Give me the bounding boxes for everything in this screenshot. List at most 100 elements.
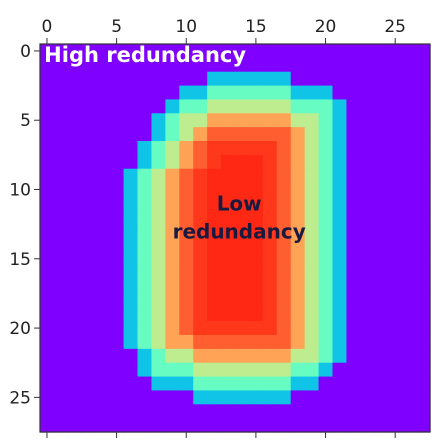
heatmap-cell bbox=[262, 44, 278, 59]
heatmap-cell bbox=[304, 376, 320, 392]
heatmap-cell bbox=[40, 71, 55, 87]
heatmap-cell bbox=[235, 113, 250, 128]
heatmap-cell bbox=[95, 224, 111, 239]
heatmap-cell bbox=[290, 238, 306, 253]
heatmap-cell bbox=[109, 362, 125, 378]
heatmap-cell bbox=[53, 196, 69, 211]
heatmap-cell bbox=[262, 141, 278, 156]
heatmap-cell bbox=[40, 99, 55, 114]
heatmap-cell bbox=[67, 265, 83, 281]
heatmap-cell bbox=[332, 418, 348, 433]
heatmap-cell bbox=[67, 224, 83, 239]
heatmap-cell bbox=[360, 348, 375, 364]
heatmap-cell bbox=[332, 224, 348, 239]
heatmap-cell bbox=[304, 168, 320, 184]
heatmap-cell bbox=[193, 390, 208, 405]
heatmap-cell bbox=[388, 279, 403, 295]
heatmap-cell bbox=[151, 85, 166, 101]
heatmap-cell bbox=[165, 279, 180, 295]
heatmap-cell bbox=[123, 348, 139, 364]
heatmap-cell bbox=[53, 238, 69, 253]
heatmap-cell bbox=[53, 182, 69, 198]
heatmap-cell bbox=[151, 348, 166, 364]
heatmap-cell bbox=[332, 113, 348, 128]
heatmap-cell bbox=[402, 321, 417, 336]
heatmap-cell bbox=[67, 85, 83, 101]
heatmap-cell bbox=[123, 390, 139, 405]
heatmap-cell bbox=[388, 154, 403, 170]
heatmap-cell bbox=[346, 182, 361, 198]
heatmap-cell bbox=[332, 404, 348, 419]
heatmap-cell bbox=[109, 418, 125, 433]
heatmap-cell bbox=[81, 141, 97, 156]
heatmap-cell bbox=[109, 293, 125, 308]
heatmap-cell bbox=[193, 71, 208, 87]
heatmap-cell bbox=[248, 251, 264, 267]
heatmap-cell bbox=[165, 376, 180, 392]
heatmap-cell bbox=[109, 85, 125, 101]
heatmap-cell bbox=[123, 335, 139, 350]
heatmap-cell bbox=[318, 57, 334, 73]
heatmap-cell bbox=[262, 113, 278, 128]
heatmap-cell bbox=[262, 362, 278, 378]
heatmap-cell bbox=[374, 376, 389, 392]
heatmap-cell bbox=[151, 251, 166, 267]
heatmap-cell bbox=[318, 44, 334, 59]
heatmap-cell bbox=[109, 251, 125, 267]
heatmap-cell bbox=[262, 71, 278, 87]
heatmap-cell bbox=[67, 251, 83, 267]
heatmap-cell bbox=[207, 418, 222, 433]
heatmap-cell bbox=[109, 279, 125, 295]
heatmap-cell bbox=[374, 210, 389, 225]
heatmap-cell bbox=[67, 127, 83, 142]
heatmap-cell bbox=[276, 57, 292, 73]
heatmap-cell bbox=[179, 307, 194, 322]
heatmap-cell bbox=[318, 307, 334, 322]
heatmap-cell bbox=[53, 224, 69, 239]
heatmap-cell bbox=[95, 376, 111, 392]
heatmap-cell bbox=[402, 307, 417, 322]
heatmap-cell bbox=[95, 44, 111, 59]
heatmap-cell bbox=[123, 57, 139, 73]
heatmap-cell bbox=[346, 376, 361, 392]
heatmap-cell bbox=[262, 99, 278, 114]
heatmap-cell bbox=[221, 141, 236, 156]
heatmap-cell bbox=[402, 224, 417, 239]
heatmap-cell bbox=[304, 99, 320, 114]
heatmap-cell bbox=[95, 85, 111, 101]
heatmap-cell bbox=[193, 265, 208, 281]
heatmap-cell bbox=[207, 154, 222, 170]
heatmap-cell bbox=[95, 210, 111, 225]
heatmap-cell bbox=[346, 196, 361, 211]
heatmap-cell bbox=[276, 238, 292, 253]
heatmap-cell bbox=[332, 321, 348, 336]
heatmap-cell bbox=[165, 85, 180, 101]
heatmap-cell bbox=[151, 99, 166, 114]
heatmap-cell bbox=[123, 224, 139, 239]
heatmap-cell bbox=[262, 376, 278, 392]
annotation-low-redundancy: Low redundancy bbox=[173, 191, 306, 243]
heatmap-cell bbox=[388, 376, 403, 392]
heatmap-cell bbox=[123, 404, 139, 419]
heatmap-cell bbox=[332, 390, 348, 405]
heatmap-cell bbox=[179, 251, 194, 267]
heatmap-cell bbox=[416, 348, 431, 364]
heatmap-cell bbox=[290, 196, 306, 211]
heatmap-cell bbox=[248, 335, 264, 350]
heatmap-cell bbox=[137, 376, 153, 392]
heatmap-cell bbox=[53, 251, 69, 267]
heatmap-cell bbox=[123, 418, 139, 433]
heatmap-cell bbox=[360, 335, 375, 350]
heatmap-cell bbox=[402, 265, 417, 281]
heatmap-cell bbox=[235, 293, 250, 308]
heatmap-cell bbox=[53, 335, 69, 350]
heatmap-cell bbox=[262, 279, 278, 295]
heatmap-cell bbox=[81, 57, 97, 73]
y-tick-label: 5 bbox=[20, 111, 31, 131]
heatmap-cell bbox=[123, 113, 139, 128]
heatmap-cell bbox=[207, 168, 222, 184]
heatmap-cell bbox=[95, 251, 111, 267]
heatmap-cell bbox=[290, 251, 306, 267]
y-tick-label: 10 bbox=[9, 181, 31, 201]
heatmap-cell bbox=[290, 224, 306, 239]
